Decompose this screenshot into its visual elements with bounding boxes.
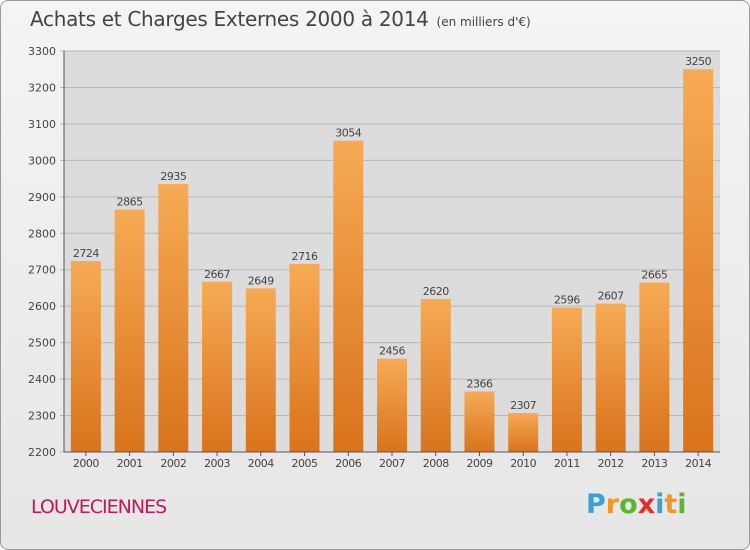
bar-value-label: 2607: [598, 290, 624, 303]
bar-value-label: 2724: [73, 247, 99, 260]
logo-letter: i: [677, 489, 687, 520]
bar: [551, 307, 582, 452]
x-tick-label: 2013: [641, 457, 667, 470]
bar: [333, 140, 364, 453]
x-tick-label: 2010: [510, 457, 536, 470]
logo-letter: i: [655, 489, 665, 520]
bar: [420, 298, 451, 452]
bar: [114, 209, 145, 452]
bar-value-label: 2456: [379, 345, 405, 358]
bar-value-label: 2865: [117, 196, 143, 209]
bar: [70, 260, 101, 452]
x-tick-label: 2011: [554, 457, 580, 470]
y-tick-label: 3100: [28, 118, 56, 131]
y-tick-label: 2400: [28, 373, 56, 386]
y-tick-label: 3200: [28, 81, 56, 94]
y-tick-label: 2200: [28, 446, 56, 459]
logo-letter: o: [619, 489, 638, 520]
bar-value-label: 2665: [641, 268, 667, 281]
y-tick-label: 2600: [28, 300, 56, 313]
bar-value-label: 3054: [335, 127, 361, 140]
y-tick-label: 2500: [28, 337, 56, 350]
bar: [639, 282, 670, 452]
chart-title: Achats et Charges Externes 2000 à 2014 (e…: [30, 7, 531, 31]
bar: [464, 391, 495, 452]
x-tick-label: 2006: [335, 457, 361, 470]
bar-value-label: 2935: [160, 170, 186, 183]
bar-value-label: 2620: [423, 285, 449, 298]
bar-value-label: 2307: [510, 399, 536, 412]
bar-value-label: 2649: [248, 274, 274, 287]
x-tick-label: 2007: [379, 457, 405, 470]
x-tick-label: 2014: [685, 457, 711, 470]
y-tick-label: 2700: [28, 264, 56, 277]
logo-letter: r: [605, 489, 620, 520]
y-tick-label: 3300: [28, 45, 56, 58]
x-tick-label: 2004: [248, 457, 274, 470]
logo-letter: P: [586, 489, 606, 520]
x-tick-label: 2000: [73, 457, 99, 470]
y-tick-label: 2300: [28, 410, 56, 423]
bars-layer: [70, 69, 714, 453]
x-tick-label: 2001: [117, 457, 143, 470]
bar: [377, 358, 407, 452]
bar-value-label: 2366: [466, 377, 492, 390]
bar: [202, 281, 233, 452]
bar-value-label: 2596: [554, 294, 580, 307]
bar: [245, 288, 276, 452]
logo-letter: t: [664, 489, 678, 520]
y-tick-label: 2800: [28, 227, 56, 240]
bar: [289, 263, 320, 452]
bar-value-label: 2667: [204, 268, 230, 281]
bar: [595, 303, 626, 452]
bar-value-label: 2716: [292, 250, 318, 263]
city-name: LOUVECIENNES: [31, 496, 167, 518]
x-tick-label: 2012: [598, 457, 624, 470]
y-tick-label: 2900: [28, 191, 56, 204]
x-tick-label: 2002: [160, 457, 186, 470]
axis-layer: 2200 2300 2400 2500 2600 2700 2800 2900 3000 3100…: [28, 45, 720, 470]
x-tick-label: 2008: [423, 457, 449, 470]
chart-subtitle: (en milliers d'€): [436, 15, 531, 29]
logo-letter: x: [637, 489, 656, 520]
bar: [158, 184, 189, 453]
bar-value-label: 3250: [685, 55, 711, 68]
proxiti-logo: Proxiti: [586, 489, 687, 520]
x-tick-label: 2009: [466, 457, 492, 470]
y-tick-label: 3000: [28, 154, 56, 167]
chart-title-text: Achats et Charges Externes 2000 à 2014: [30, 7, 429, 31]
labels-layer: 2724 2865 2935 2667 2649 2716 3054 2456 2620 2366…: [73, 55, 712, 412]
bar: [508, 412, 539, 452]
bar: [683, 69, 714, 453]
x-tick-label: 2005: [292, 457, 318, 470]
x-tick-label: 2003: [204, 457, 230, 470]
